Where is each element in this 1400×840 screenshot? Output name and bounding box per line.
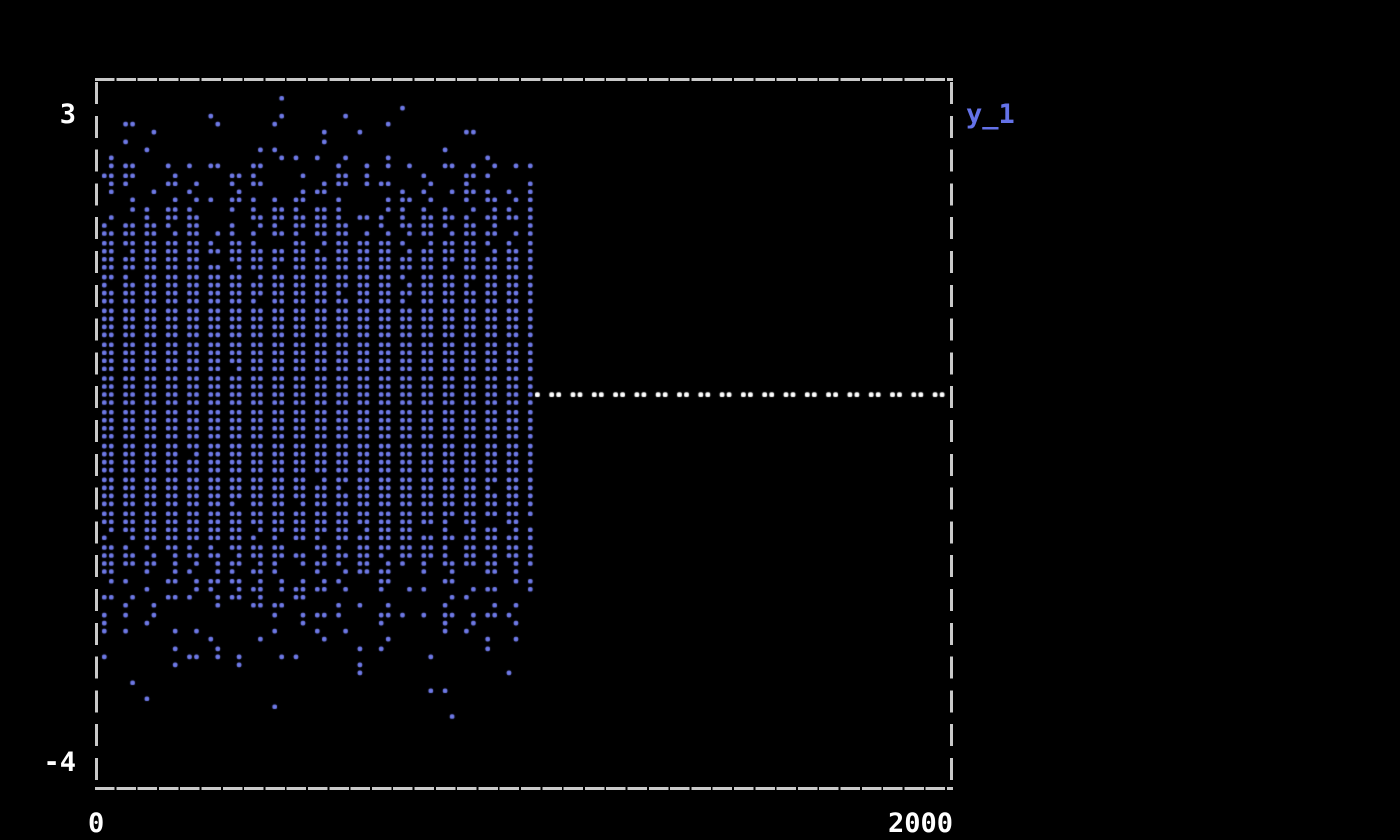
y-axis-tick-max: 3 (59, 99, 76, 130)
y-axis-tick-min: -4 (43, 747, 76, 778)
plot-border-left (95, 78, 98, 790)
x-axis-tick-min: 0 (88, 808, 105, 839)
legend-label-y1: y_1 (966, 99, 1015, 130)
plot-border-top (95, 78, 953, 81)
x-axis-tick-max: 2000 (887, 808, 953, 839)
plot-border-right (950, 78, 953, 790)
plot-border-bottom (95, 787, 953, 790)
